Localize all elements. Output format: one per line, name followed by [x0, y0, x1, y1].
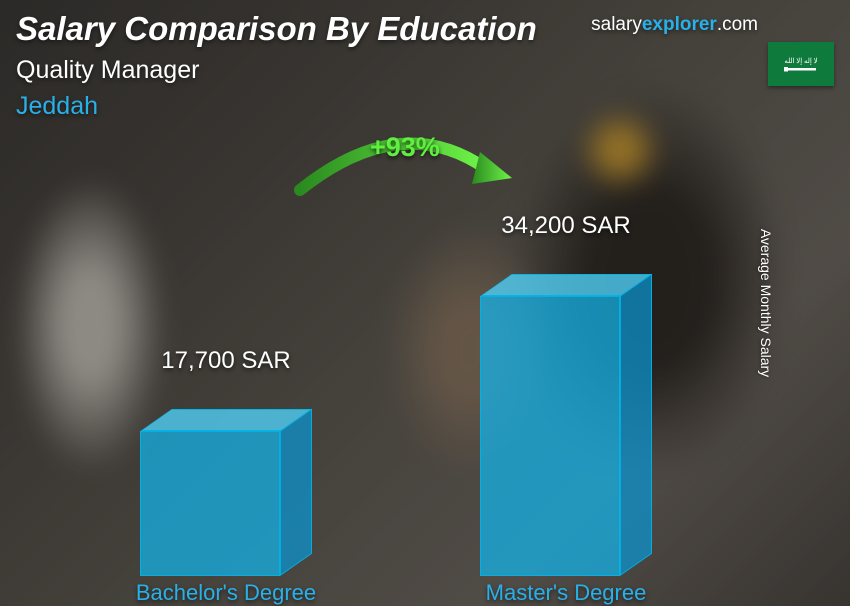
bar-category-label: Master's Degree [460, 580, 672, 606]
bar-3d [480, 274, 652, 576]
brand-part2: explorer [642, 14, 717, 35]
percentage-increase-label: +93% [370, 132, 440, 163]
bar-value-label: 17,700 SAR [120, 347, 332, 375]
brand-part1: salary [591, 14, 642, 35]
bar-chart: 17,700 SARBachelor's Degree34,200 SARMas… [80, 136, 760, 576]
y-axis-label: Average Monthly Salary [758, 229, 774, 377]
svg-text:لا إله إلا الله: لا إله إلا الله [784, 57, 817, 65]
brand-logo: salaryexplorer.com [591, 14, 758, 36]
bar-category-label: Bachelor's Degree [120, 580, 332, 606]
page-title: Salary Comparison By Education [16, 10, 537, 48]
job-title: Quality Manager [16, 56, 199, 85]
location-label: Jeddah [16, 92, 98, 121]
bar-3d [140, 409, 312, 576]
bar-value-label: 34,200 SAR [460, 212, 672, 240]
country-flag: لا إله إلا الله [768, 42, 834, 86]
brand-part3: .com [717, 14, 758, 35]
